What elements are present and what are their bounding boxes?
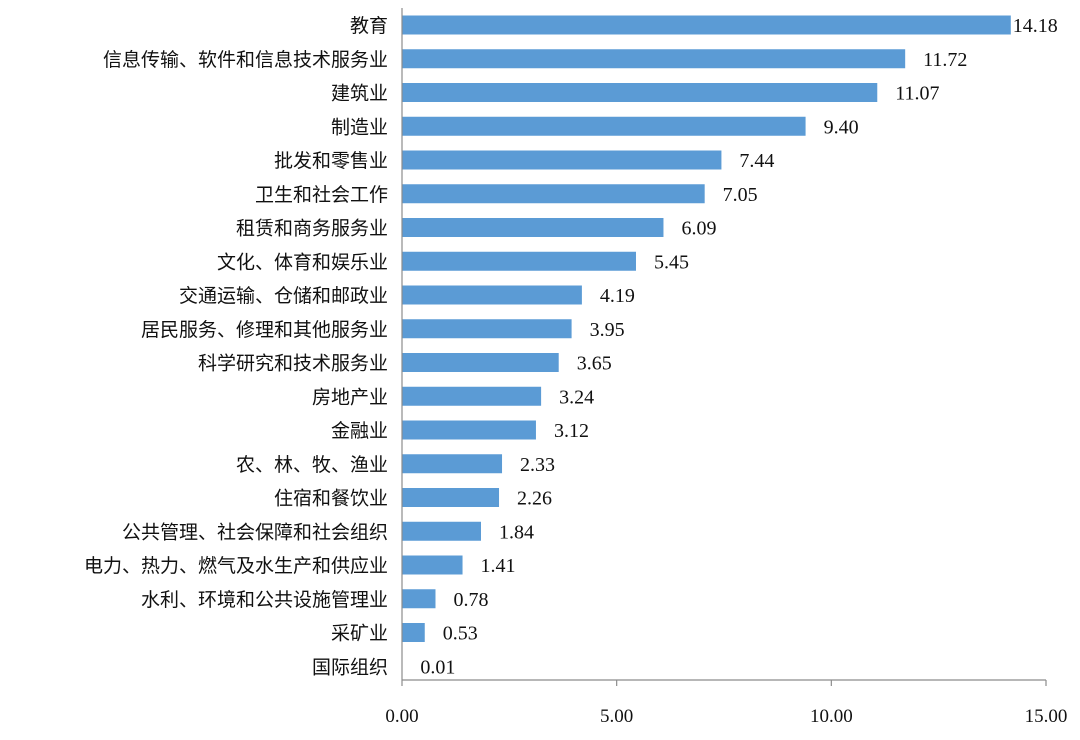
category-label: 农、林、牧、渔业 — [236, 454, 388, 476]
category-label: 交通运输、仓储和邮政业 — [179, 285, 388, 307]
value-label: 9.40 — [824, 116, 859, 138]
bar — [402, 285, 582, 305]
bar — [402, 420, 536, 440]
value-labels-layer: 14.18 11.72 11.07 9.40 7.44 7.05 6.09 5.45 4.19 3… — [420, 15, 1057, 678]
category-label: 信息传输、软件和信息技术服务业 — [103, 49, 388, 71]
value-label: 3.95 — [590, 319, 625, 341]
category-label: 科学研究和技术服务业 — [198, 353, 388, 375]
value-label: 4.19 — [600, 285, 635, 307]
category-label: 制造业 — [331, 116, 388, 138]
value-label: 5.45 — [654, 251, 689, 273]
category-label: 公共管理、社会保障和社会组织 — [122, 521, 388, 543]
bar — [402, 218, 664, 237]
value-label: 0.53 — [443, 623, 478, 645]
value-label: 2.26 — [517, 488, 552, 510]
bar — [402, 83, 878, 102]
category-label: 建筑业 — [331, 83, 388, 105]
value-label: 1.84 — [499, 521, 534, 543]
x-tick-label: 10.00 — [810, 706, 853, 727]
category-label: 采矿业 — [331, 623, 388, 645]
category-label: 卫生和社会工作 — [255, 184, 388, 206]
bar — [402, 521, 481, 541]
value-label: 11.07 — [895, 83, 939, 105]
x-tick-label: 15.00 — [1025, 706, 1068, 727]
bars-layer — [402, 15, 1011, 676]
bar — [402, 454, 503, 474]
category-label: 文化、体育和娱乐业 — [217, 251, 388, 273]
value-label: 0.78 — [453, 589, 488, 611]
bar — [402, 150, 722, 170]
category-labels-layer: 教育信息传输、软件和信息技术服务业建筑业制造业批发和零售业卫生和社会工作租赁和商… — [84, 15, 388, 678]
bar — [402, 251, 636, 271]
bar — [402, 353, 559, 372]
bar — [402, 184, 705, 204]
value-label: 7.44 — [739, 150, 774, 172]
value-label: 1.41 — [481, 555, 516, 577]
value-label: 7.05 — [723, 184, 758, 206]
x-tick-label: 0.00 — [385, 706, 418, 727]
value-label: 3.24 — [559, 386, 594, 408]
bar — [402, 319, 572, 339]
bar — [402, 589, 436, 609]
value-label: 3.65 — [577, 353, 612, 375]
bar — [402, 555, 463, 575]
category-label: 租赁和商务服务业 — [236, 218, 388, 240]
value-label: 0.01 — [420, 656, 455, 678]
value-label: 3.12 — [554, 420, 589, 442]
category-label: 住宿和餐饮业 — [274, 488, 388, 510]
bar — [402, 49, 906, 69]
category-label: 批发和零售业 — [274, 150, 388, 172]
category-label: 国际组织 — [312, 656, 388, 678]
bar — [402, 386, 542, 406]
x-axis: 0.00 5.00 10.00 15.00 — [385, 679, 1068, 727]
x-tick-label: 5.00 — [600, 706, 633, 727]
category-label: 教育 — [350, 15, 388, 37]
value-label: 14.18 — [1013, 15, 1058, 37]
bar — [402, 15, 1011, 35]
value-label: 11.72 — [923, 49, 967, 71]
category-label: 金融业 — [331, 420, 388, 442]
value-label: 6.09 — [681, 218, 716, 240]
category-label: 电力、热力、燃气及水生产和供应业 — [84, 555, 388, 577]
category-label: 水利、环境和公共设施管理业 — [141, 589, 388, 611]
bar — [402, 488, 500, 507]
category-label: 居民服务、修理和其他服务业 — [141, 319, 388, 341]
category-label: 房地产业 — [312, 386, 388, 408]
bar — [402, 623, 425, 642]
value-label: 2.33 — [520, 454, 555, 476]
bar — [402, 116, 806, 136]
